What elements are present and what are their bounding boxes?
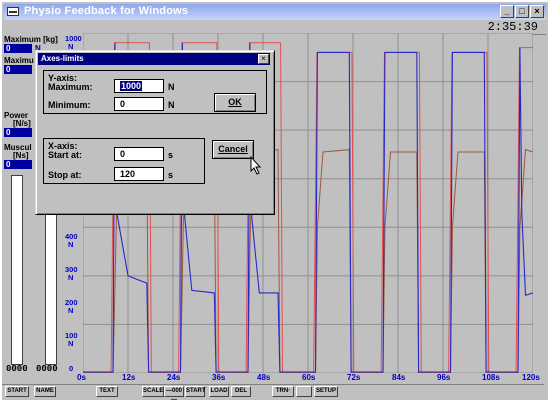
mouse-pointer-icon [250,156,262,175]
y-maximum-label: Maximum: [48,82,93,92]
y-minimum-input[interactable]: 0 [114,97,164,111]
y-maximum-input[interactable]: 1000 [114,79,164,93]
title-bar: Physio Feedback for Windows _ □ × [4,4,546,20]
x-start-unit: s [168,150,174,160]
minimize-button[interactable]: _ [500,5,514,18]
x-tick-label: 108s [482,373,500,382]
x-tick-label: 24s [167,373,181,382]
x-tick-label: 72s [347,373,361,382]
status-start2-button[interactable]: START [185,386,206,397]
x-start-input[interactable]: 0 [114,147,164,161]
bottom-left-counter: 0000 [6,364,28,374]
y-minimum-unit: N [168,100,175,110]
window-title: Physio Feedback for Windows [24,5,189,17]
x-stop-label: Stop at: [48,170,82,180]
close-button[interactable]: × [530,5,544,18]
y-tick-unit: N [68,273,74,282]
y-minimum-label: Minimum: [48,100,91,110]
status-counter-button[interactable]: —000— [164,386,184,403]
dialog-close-button[interactable]: × [258,54,269,64]
status-bar: START NAME TEXT SCALE —000— START LOAD D… [2,384,544,403]
series-line-brown [83,148,533,373]
maximum-kg-label: Maximum [kg] [4,35,58,44]
status-name-button[interactable]: NAME [34,386,56,397]
x-start-label: Start at: [48,150,83,160]
status-text-button[interactable]: TEXT [96,386,118,397]
x-tick-label: 36s [212,373,226,382]
x-tick-label: 84s [392,373,406,382]
y-axis-group: Y-axis: Maximum: 1000 N Minimum: 0 N [43,70,267,114]
status-load-button[interactable]: LOAD [209,386,229,397]
maximum2-label: Maximu [4,56,34,65]
clock: 2:35:39 [487,20,538,34]
x-tick-label: 48s [257,373,271,382]
y-tick-unit: N [68,306,74,315]
status-start-button[interactable]: START [5,386,29,397]
status-del-button[interactable]: DEL [231,386,251,397]
muscul-value: 0 [4,160,32,169]
ok-button[interactable]: OK [214,93,256,112]
x-tick-label: 0s [77,373,86,382]
y-top-value: 1000 [65,34,82,43]
series-line-blue [83,42,533,373]
x-stop-input[interactable]: 120 [114,167,164,181]
x-axis-group: X-axis: Start at: 0 s Stop at: 120 s [43,138,205,184]
status-setup-button[interactable]: SETUP [314,386,338,397]
level-bar-left [11,175,23,365]
status-graph-icon[interactable] [296,386,312,397]
power-label: Power [4,111,29,120]
maximum2-value: 0 [4,65,32,74]
y-maximum-unit: N [168,82,175,92]
x-stop-unit: s [168,170,174,180]
y-tick-label: 300 [65,265,78,274]
maximum-kg-unit: N [35,44,41,53]
power-unit: [N/s] [13,119,31,128]
status-scale-button[interactable]: SCALE [142,386,164,397]
muscul-label: Muscul [4,143,32,152]
y-axis-group-label: Y-axis: [48,73,78,83]
muscul-unit: [Ns] [13,151,29,160]
y-top-unit: N [68,42,74,51]
axes-limits-dialog: Axes-limits × Y-axis: Maximum: 1000 N Mi… [35,50,275,215]
y-tick-unit: N [68,240,74,249]
bottom-right-counter: 0000 [36,364,58,374]
status-trn-button[interactable]: TRN· [272,386,294,397]
x-tick-label: 12s [122,373,136,382]
y-tick-unit: N [68,339,74,348]
x-axis-group-label: X-axis: [48,141,78,151]
power-value: 0 [4,128,32,137]
x-tick-label: 120s [522,373,540,382]
maximum-kg-value: 0 [4,44,32,53]
y-tick-label: 0 [69,364,74,373]
maximize-button[interactable]: □ [515,5,529,18]
y-tick-label: 200 [65,298,78,307]
y-tick-label: 100 [65,331,78,340]
cancel-button[interactable]: Cancel [212,140,254,159]
system-menu-icon[interactable] [7,7,19,16]
x-tick-label: 96s [437,373,451,382]
dialog-title-bar: Axes-limits × [38,53,270,65]
x-axis-labels: 0s 12s 24s 36s 48s 60s 72s 84s 96s 108s 120s [70,373,540,383]
x-tick-label: 60s [302,373,316,382]
dialog-title: Axes-limits [41,54,84,63]
y-tick-label: 400 [65,232,78,241]
